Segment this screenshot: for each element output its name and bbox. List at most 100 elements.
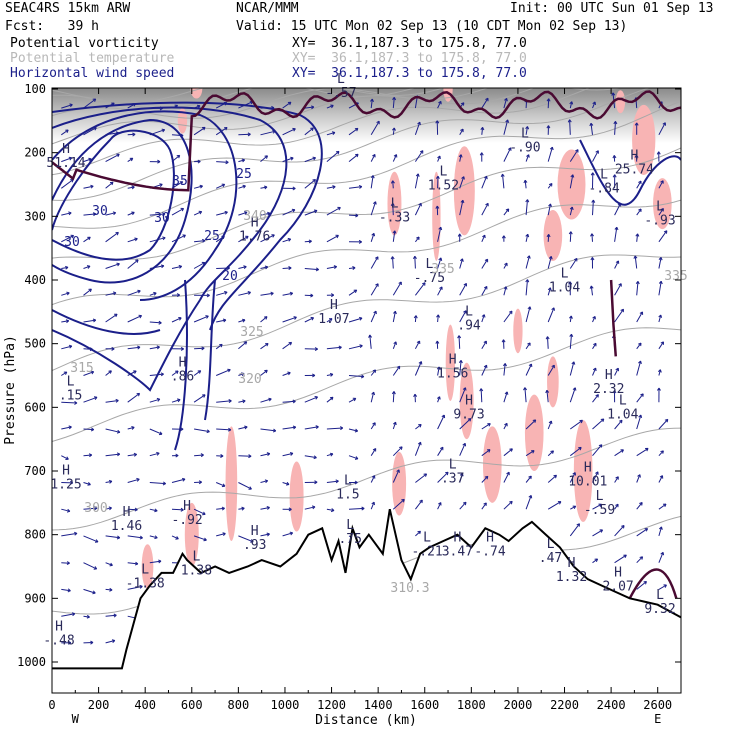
- wind-vector: [569, 231, 572, 242]
- wind-vector: [105, 263, 120, 269]
- theta-contour-label: 310.3: [390, 581, 429, 596]
- pv-contour: [52, 90, 681, 192]
- wind-vector: [414, 442, 422, 456]
- y-tick-label: 100: [24, 82, 46, 96]
- wind-vector-head: [68, 425, 72, 430]
- wind-vector-head: [393, 154, 398, 158]
- wind-vector-head: [92, 590, 96, 595]
- field-xy-wind: XY= 36.1,187.3 to 175.8, 77.0: [292, 66, 527, 81]
- pv-extremum-kind: L: [423, 531, 431, 546]
- wind-vector-head: [528, 495, 533, 499]
- wind-vector: [392, 469, 400, 483]
- wind-vector-head: [458, 154, 463, 158]
- wind-vector: [61, 562, 70, 564]
- wind-vector: [216, 211, 228, 216]
- wind-vector: [105, 181, 114, 189]
- wind-vector: [392, 365, 401, 376]
- wind-vector: [216, 533, 226, 537]
- wind-vector-head: [90, 640, 94, 645]
- wind-vector: [326, 373, 333, 376]
- wind-vector: [83, 482, 91, 486]
- wind-vector: [215, 127, 228, 136]
- wind-vector-head: [270, 291, 274, 296]
- wind-vector-head: [393, 310, 397, 315]
- wind-vector: [304, 506, 316, 510]
- wind-vector-head: [136, 477, 140, 482]
- pv-extremum-value: 10.01: [568, 475, 607, 490]
- wind-vector: [503, 119, 509, 135]
- shaded-region: [653, 178, 672, 230]
- wind-vector-head: [289, 452, 294, 456]
- wind-vector: [614, 503, 619, 510]
- wind-vector: [171, 535, 179, 540]
- wind-vector: [658, 122, 666, 136]
- wind-vector: [414, 121, 421, 135]
- wind-vector: [636, 474, 641, 483]
- wind-vector: [437, 502, 442, 510]
- wind-vector-head: [86, 614, 90, 619]
- wind-vector-head: [375, 283, 379, 287]
- wind-vector-head: [370, 175, 375, 179]
- x-tick-label: 0: [48, 698, 55, 712]
- wind-vector-head: [482, 234, 486, 239]
- wind-vector: [105, 428, 121, 433]
- wind-vector: [105, 480, 112, 483]
- wind-vector: [547, 420, 552, 430]
- wind-vector-head: [459, 473, 464, 477]
- wind-vector: [570, 505, 576, 510]
- wind-vector-head: [526, 255, 531, 259]
- wind-vector: [149, 560, 162, 564]
- wind-vector-head: [354, 428, 359, 433]
- field-name-wind: Horizontal wind speed: [10, 66, 175, 81]
- wind-vector-head: [272, 428, 277, 433]
- wind-vector: [193, 185, 203, 189]
- wind-vector: [547, 307, 555, 323]
- wind-vector-head: [658, 257, 663, 261]
- wind-vector-head: [401, 498, 405, 503]
- wind-vector: [392, 499, 405, 510]
- wind-vector: [481, 203, 489, 216]
- field-xy-theta: XY= 36.1,187.3 to 175.8, 77.0: [292, 51, 527, 66]
- wind-vector-head: [391, 391, 396, 395]
- wind-vector-head: [532, 419, 537, 423]
- wind-vector: [260, 186, 268, 189]
- wind-vector-head: [480, 127, 485, 131]
- wind-vector-head: [485, 97, 489, 102]
- wind-vector: [636, 233, 639, 242]
- wind-vector-head: [392, 421, 397, 426]
- wind-vector-head: [160, 264, 165, 269]
- wind-vector-head: [198, 480, 202, 485]
- wind-vector: [592, 503, 602, 510]
- wind-vector-head: [656, 387, 661, 391]
- wind-vector-head: [134, 561, 139, 566]
- wind-vector-head: [202, 511, 206, 516]
- wind-vector-head: [312, 373, 316, 378]
- wind-vector-head: [71, 612, 76, 617]
- wind-vector: [238, 133, 251, 136]
- wind-vector-head: [112, 291, 117, 296]
- wind-vector: [83, 319, 96, 323]
- wind-vector-head: [154, 535, 158, 540]
- wind-vector-head: [310, 105, 315, 110]
- field-name-theta: Potential temperature: [10, 51, 175, 66]
- wind-vector-head: [162, 481, 166, 486]
- wind-vector: [105, 588, 113, 591]
- wind-vector-head: [248, 454, 252, 459]
- wind-vector-head: [203, 537, 207, 542]
- wind-vector: [171, 399, 181, 403]
- wind-vector: [260, 234, 275, 243]
- terrain-line: [52, 508, 681, 670]
- wind-vector-head: [487, 423, 491, 427]
- wind-vector-head: [226, 266, 230, 271]
- wind-vector: [105, 231, 119, 243]
- wind-vector-head: [68, 156, 73, 161]
- wind-vector: [304, 396, 318, 403]
- wind-vector-head: [481, 314, 486, 318]
- wind-vector-head: [358, 316, 363, 321]
- shaded-region: [615, 90, 626, 114]
- field-name-pv: Potential vorticity: [10, 36, 159, 51]
- wind-contour: [52, 106, 288, 301]
- wind-vector: [437, 396, 441, 403]
- wind-vector: [260, 343, 269, 350]
- wind-vector: [61, 613, 75, 617]
